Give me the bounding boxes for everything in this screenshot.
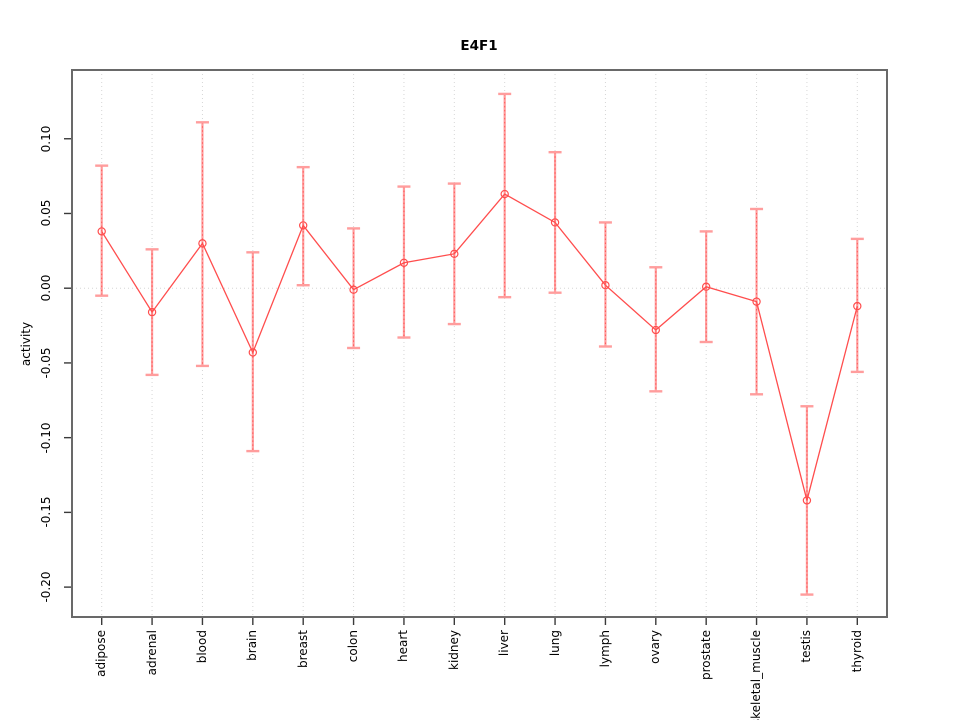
x-tick-label-adipose: adipose — [94, 630, 109, 677]
x-tick-label-skeletal_muscle: skeletal_muscle — [749, 630, 764, 720]
x-tick-label-heart: heart — [396, 630, 411, 662]
chart-title: E4F1 — [460, 38, 498, 54]
x-tick-label-thyroid: thyroid — [849, 630, 864, 673]
data-point-brain — [248, 348, 258, 357]
data-point-adipose — [97, 227, 106, 236]
x-tick-label-adrenal: adrenal — [144, 630, 159, 676]
y-tick-label--0.15: -0.15 — [39, 496, 53, 528]
data-point-blood — [198, 239, 207, 248]
x-tick-label-kidney: kidney — [446, 630, 461, 670]
x-tick-label-lung: lung — [547, 630, 562, 657]
y-tick-label-0.05: 0.05 — [39, 200, 53, 227]
x-tick-label-liver: liver — [497, 630, 512, 657]
x-tick-label-brain: brain — [245, 630, 260, 661]
x-tick-label-testis: testis — [799, 630, 814, 663]
x-tick-label-blood: blood — [194, 630, 209, 664]
data-point-thyroid — [853, 301, 862, 311]
y-tick-label--0.05: -0.05 — [39, 347, 53, 379]
plot-frame — [71, 69, 888, 618]
data-point-prostate — [701, 282, 711, 291]
x-tick-label-ovary: ovary — [648, 630, 663, 664]
x-tick-label-colon: colon — [346, 630, 361, 663]
data-point-testis — [802, 496, 812, 505]
data-line — [101, 193, 858, 501]
x-tick-label-lymph: lymph — [597, 630, 612, 668]
data-point-lung — [550, 218, 560, 227]
x-tick-label-breast: breast — [295, 630, 310, 668]
y-tick-label-0.00: 0.00 — [39, 274, 53, 302]
data-point-liver — [500, 189, 509, 199]
data-point-skeletal_muscle — [752, 297, 761, 306]
x-tick-label-prostate: prostate — [698, 630, 713, 681]
data-point-adrenal — [147, 307, 157, 317]
data-point-lymph — [601, 281, 610, 290]
y-tick-label--0.20: -0.20 — [39, 571, 53, 603]
data-point-breast — [298, 221, 308, 230]
data-point-colon — [349, 285, 358, 294]
data-point-heart — [399, 258, 409, 267]
data-point-kidney — [450, 249, 459, 259]
data-point-ovary — [651, 325, 661, 335]
y-tick-label-0.10: 0.10 — [39, 125, 53, 153]
y-tick-label--0.10: -0.10 — [39, 422, 53, 454]
